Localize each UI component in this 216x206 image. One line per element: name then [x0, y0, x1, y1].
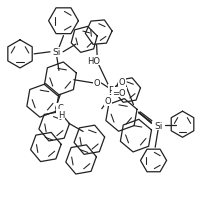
Text: P: P: [109, 85, 114, 94]
Text: HO: HO: [87, 56, 100, 65]
Text: O: O: [119, 78, 125, 87]
Text: O: O: [105, 96, 111, 105]
Text: =O: =O: [113, 88, 126, 97]
Text: Si: Si: [154, 121, 162, 130]
Text: C: C: [57, 104, 63, 113]
Text: H: H: [58, 110, 65, 119]
Text: Si: Si: [52, 48, 61, 57]
Text: O: O: [94, 78, 100, 87]
